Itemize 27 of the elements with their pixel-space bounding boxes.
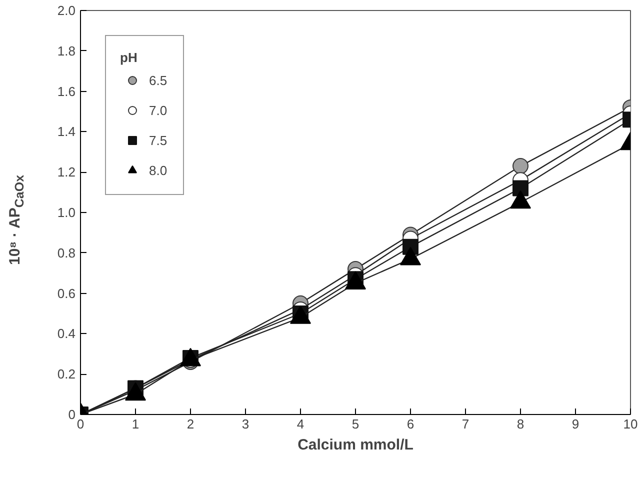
x-tick-label: 10 — [623, 416, 638, 432]
x-axis-title: Calcium mmol/L — [298, 436, 414, 454]
y-tick-label: 0.6 — [57, 286, 76, 301]
y-tick-label: 0.4 — [57, 326, 76, 342]
legend-label: 8.0 — [149, 162, 168, 178]
y-tick-label: 0.8 — [57, 245, 76, 260]
x-tick-label: 5 — [352, 416, 360, 432]
x-tick-label: 7 — [462, 416, 470, 432]
x-tick-label: 8 — [516, 416, 524, 432]
y-tick-label: 0.2 — [57, 366, 76, 382]
y-tick-label: 1.2 — [57, 164, 76, 180]
x-tick-label: 9 — [572, 416, 580, 432]
y-tick-label: 1.4 — [57, 124, 76, 140]
y-tick-label: 0 — [68, 407, 76, 422]
y-tick-label: 1.8 — [57, 43, 76, 58]
y-tick-label: 2.0 — [57, 3, 76, 18]
legend-label: 7.0 — [149, 102, 168, 118]
legend-label: 6.5 — [149, 72, 168, 88]
x-tick-label: 3 — [242, 416, 250, 432]
x-tick-label: 1 — [132, 416, 140, 432]
y-tick-label: 1.0 — [57, 205, 76, 220]
x-tick-label: 2 — [186, 416, 194, 432]
x-tick-label: 4 — [296, 416, 304, 432]
x-tick-label: 6 — [406, 416, 414, 432]
legend-title: pH — [120, 50, 138, 65]
legend-label: 7.5 — [149, 132, 168, 148]
y-tick-label: 1.6 — [57, 84, 76, 99]
